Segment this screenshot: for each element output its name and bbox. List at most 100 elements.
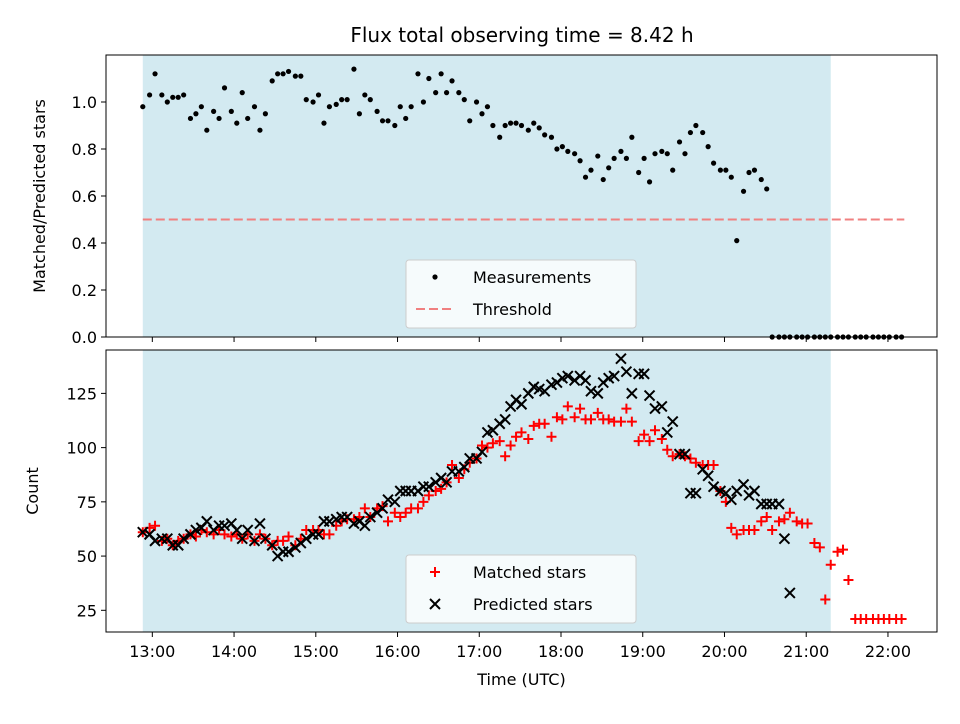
data-point: [662, 444, 673, 455]
data-point: [508, 120, 514, 126]
data-point: [379, 118, 386, 124]
data-point: [528, 420, 539, 431]
data-point: [717, 167, 723, 173]
data-point: [629, 134, 635, 140]
data-point: [426, 75, 432, 82]
data-point: [690, 457, 701, 468]
y-axis-label: Count: [23, 467, 42, 515]
data-point: [234, 120, 240, 126]
data-point: [809, 538, 820, 549]
data-point: [298, 73, 304, 79]
data-point: [447, 459, 458, 470]
data-point: [282, 546, 295, 558]
data-point: [585, 385, 597, 397]
data-point: [248, 535, 261, 547]
data-point: [621, 403, 632, 414]
data-point: [262, 111, 268, 117]
y-tick-label: 0.8: [72, 140, 97, 159]
data-point: [737, 478, 750, 491]
data-point: [415, 71, 421, 77]
data-point: [476, 440, 487, 451]
data-point: [436, 483, 447, 494]
data-point: [146, 92, 153, 98]
data-point: [773, 498, 785, 510]
data-point: [748, 485, 761, 497]
data-point: [433, 90, 439, 96]
data-point: [582, 174, 589, 180]
data-point: [592, 407, 603, 418]
data-point: [608, 370, 620, 382]
data-point: [216, 115, 222, 122]
data-point: [559, 144, 565, 150]
data-point: [758, 176, 764, 183]
data-point: [266, 539, 278, 551]
data-point: [585, 414, 596, 425]
data-point: [159, 92, 165, 98]
data-point: [751, 167, 758, 173]
legend-label: Measurements: [473, 268, 591, 287]
data-point: [511, 431, 522, 442]
data-point: [575, 403, 586, 414]
data-point: [554, 146, 560, 152]
data-point: [382, 493, 394, 506]
data-point: [362, 92, 368, 98]
data-point: [152, 71, 158, 77]
data-point: [618, 148, 624, 154]
data-point: [731, 529, 742, 540]
data-point: [283, 531, 294, 542]
data-point: [278, 535, 289, 546]
data-point: [389, 496, 401, 508]
data-point: [245, 115, 251, 122]
data-point: [440, 476, 453, 489]
x-tick-label: 21:00: [783, 642, 829, 661]
y-tick-label: 0.6: [72, 187, 97, 206]
data-point: [656, 400, 668, 413]
data-point: [643, 389, 656, 402]
y-tick-label: 75: [77, 493, 97, 512]
data-point: [832, 546, 843, 557]
data-point: [708, 459, 719, 470]
data-point: [502, 122, 508, 129]
y-tick-label: 50: [77, 547, 97, 566]
data-point: [702, 470, 714, 482]
data-point: [149, 535, 161, 547]
data-point: [707, 480, 720, 493]
data-point: [667, 415, 679, 428]
data-point: [636, 169, 642, 176]
data-point: [423, 480, 435, 493]
data-point: [395, 512, 406, 523]
x-axis-label: Time (UTC): [476, 670, 565, 689]
data-point: [664, 151, 670, 157]
data-point: [600, 176, 606, 183]
data-point: [525, 127, 531, 133]
data-point: [633, 436, 644, 447]
data-point: [546, 431, 557, 442]
y-tick-label: 125: [66, 384, 97, 403]
y-tick-label: 0.4: [72, 234, 97, 253]
bottom-panel: 25 50 75 100 125 13:00 14:00 15:00 16:00 17:00 18:…: [23, 349, 938, 689]
x-tick-label: 16:00: [374, 642, 420, 661]
data-point: [705, 144, 711, 150]
legend-label: Matched stars: [473, 563, 586, 582]
axes-frame: [105, 349, 938, 633]
data-point: [516, 427, 527, 438]
y-tick-label: 100: [66, 439, 97, 458]
legend-label: Threshold: [472, 300, 552, 319]
data-point: [221, 85, 228, 91]
data-point: [548, 134, 555, 140]
data-point: [734, 238, 740, 244]
data-point: [456, 90, 462, 96]
data-point: [239, 90, 245, 96]
data-point: [569, 412, 580, 423]
data-point: [843, 574, 854, 585]
y-axis-label: Matched/Predicted stars: [30, 99, 49, 293]
data-point: [461, 97, 467, 103]
data-point: [779, 514, 790, 525]
data-point: [523, 433, 534, 444]
data-point: [150, 520, 161, 531]
data-point: [321, 120, 327, 126]
data-point: [603, 414, 614, 425]
data-point: [397, 104, 403, 110]
data-point: [620, 365, 633, 378]
data-point: [280, 71, 286, 77]
